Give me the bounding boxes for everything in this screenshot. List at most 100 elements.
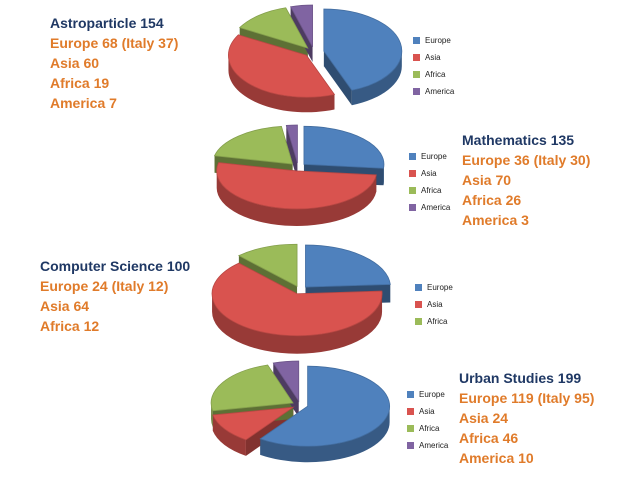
legend-label: Asia — [421, 169, 437, 178]
pie-slice-asia — [212, 406, 295, 441]
pie-slice-asia — [216, 162, 377, 210]
chart-2-text: Mathematics 135 Europe 36 (Italy 30) Asi… — [462, 130, 590, 230]
legend-item-africa: Africa — [407, 420, 448, 437]
chart-4-title: Urban Studies 199 — [459, 370, 582, 386]
chart-3-text: Computer Science 100 Europe 24 (Italy 12… — [40, 256, 190, 336]
legend-label: Europe — [419, 390, 445, 399]
pie-chart-1 — [228, 4, 403, 113]
chart-3-line-europe: Europe 24 (Italy 12) — [40, 278, 169, 294]
legend-label: Asia — [425, 53, 441, 62]
pie-slice-cut-america — [273, 363, 299, 418]
legend-label: America — [421, 203, 451, 212]
legend-swatch-africa — [407, 425, 414, 432]
chart-2-line-america: America 3 — [462, 212, 529, 228]
legend-swatch-europe — [415, 284, 422, 291]
legend-label: Asia — [427, 300, 443, 309]
pie-chart-2 — [213, 124, 385, 226]
legend-label: Africa — [425, 70, 446, 79]
legend-label: America — [419, 441, 449, 450]
legend-swatch-europe — [413, 37, 420, 44]
pie-slice-america — [272, 360, 300, 403]
legend-swatch-america — [413, 88, 420, 95]
legend-item-america: America — [409, 199, 450, 216]
legend-item-europe: Europe — [413, 32, 454, 49]
chart-3-line-asia: Asia 64 — [40, 298, 90, 314]
legend-item-asia: Asia — [407, 403, 448, 420]
legend-label: Europe — [425, 36, 451, 45]
pie-slice-africa — [237, 243, 298, 287]
chart-1-line-africa: Africa 19 — [50, 75, 110, 91]
pie-slice-side-africa — [211, 402, 213, 427]
legend-label: Africa — [419, 424, 440, 433]
legend-label: Europe — [421, 152, 447, 161]
legend-item-america: America — [407, 437, 448, 454]
chart-2-title: Mathematics 135 — [462, 132, 575, 148]
legend-item-asia: Asia — [409, 165, 450, 182]
pie-slice-africa — [238, 7, 309, 49]
chart-4-line-europe: Europe 119 (Italy 95) — [459, 390, 595, 406]
legend-swatch-asia — [407, 408, 414, 415]
legend-swatch-europe — [407, 391, 414, 398]
chart-4-line-africa: Africa 46 — [459, 430, 519, 446]
chart-4-text: Urban Studies 199 Europe 119 (Italy 95) … — [459, 368, 594, 468]
pie-slice-europe — [305, 244, 391, 288]
chart-1-line-america: America 7 — [50, 95, 117, 111]
chart-1-legend: Europe Asia Africa America — [413, 32, 454, 100]
chart-2-line-africa: Africa 26 — [462, 192, 522, 208]
legend-label: Africa — [421, 186, 442, 195]
legend-swatch-africa — [413, 71, 420, 78]
pie-chart-3 — [211, 243, 391, 354]
legend-swatch-asia — [413, 54, 420, 61]
chart-1-line-asia: Asia 60 — [50, 55, 100, 71]
legend-label: Europe — [427, 283, 453, 292]
pie-slice-cut-america — [286, 125, 298, 181]
chart-1-line-europe: Europe 68 (Italy 37) — [50, 35, 179, 51]
chart-1-text: Astroparticle 154 Europe 68 (Italy 37) A… — [50, 13, 178, 113]
chart-3-line-africa: Africa 12 — [40, 318, 100, 334]
legend-item-africa: Africa — [409, 182, 450, 199]
legend-item-america: America — [413, 83, 454, 100]
pie-slice-europe — [303, 125, 385, 169]
pie-slice-africa — [213, 126, 294, 165]
legend-label: Asia — [419, 407, 435, 416]
legend-swatch-africa — [409, 187, 416, 194]
legend-swatch-asia — [415, 301, 422, 308]
legend-swatch-africa — [415, 318, 422, 325]
legend-item-europe: Europe — [415, 279, 453, 296]
chart-4-line-america: America 10 — [459, 450, 534, 466]
legend-item-africa: Africa — [415, 313, 453, 330]
pie-slice-side-asia — [212, 415, 246, 456]
pie-slice-america — [289, 4, 313, 48]
chart-2-line-asia: Asia 70 — [462, 172, 512, 188]
legend-swatch-america — [407, 442, 414, 449]
legend-item-europe: Europe — [409, 148, 450, 165]
pie-slice-side-asia — [216, 170, 377, 226]
chart-2-line-europe: Europe 36 (Italy 30) — [462, 152, 591, 168]
pie-slice-side-asia — [228, 55, 335, 113]
pie-slice-asia — [211, 262, 383, 337]
legend-item-africa: Africa — [413, 66, 454, 83]
chart-3-title: Computer Science 100 — [40, 258, 191, 274]
legend-swatch-america — [409, 204, 416, 211]
pie-slice-side-europe — [260, 406, 390, 463]
pie-slice-side-asia — [212, 293, 383, 354]
pie-slice-asia — [228, 34, 336, 98]
pie-slice-europe — [323, 8, 403, 91]
pie-slice-side-europe — [351, 51, 402, 106]
pie-slice-cut-europe — [323, 51, 352, 106]
legend-swatch-asia — [409, 170, 416, 177]
chart-2-legend: Europe Asia Africa America — [409, 148, 450, 216]
pie-slice-africa — [210, 364, 294, 412]
pie-chart-4 — [210, 360, 391, 463]
legend-item-asia: Asia — [413, 49, 454, 66]
chart-3-legend: Europe Asia Africa — [415, 279, 453, 330]
chart-1-title: Astroparticle 154 — [50, 15, 164, 31]
legend-label: Africa — [427, 317, 448, 326]
legend-item-europe: Europe — [407, 386, 448, 403]
pie-slice-europe — [259, 365, 391, 447]
chart-4-line-asia: Asia 24 — [459, 410, 509, 426]
legend-item-asia: Asia — [415, 296, 453, 313]
legend-label: America — [425, 87, 455, 96]
legend-swatch-europe — [409, 153, 416, 160]
